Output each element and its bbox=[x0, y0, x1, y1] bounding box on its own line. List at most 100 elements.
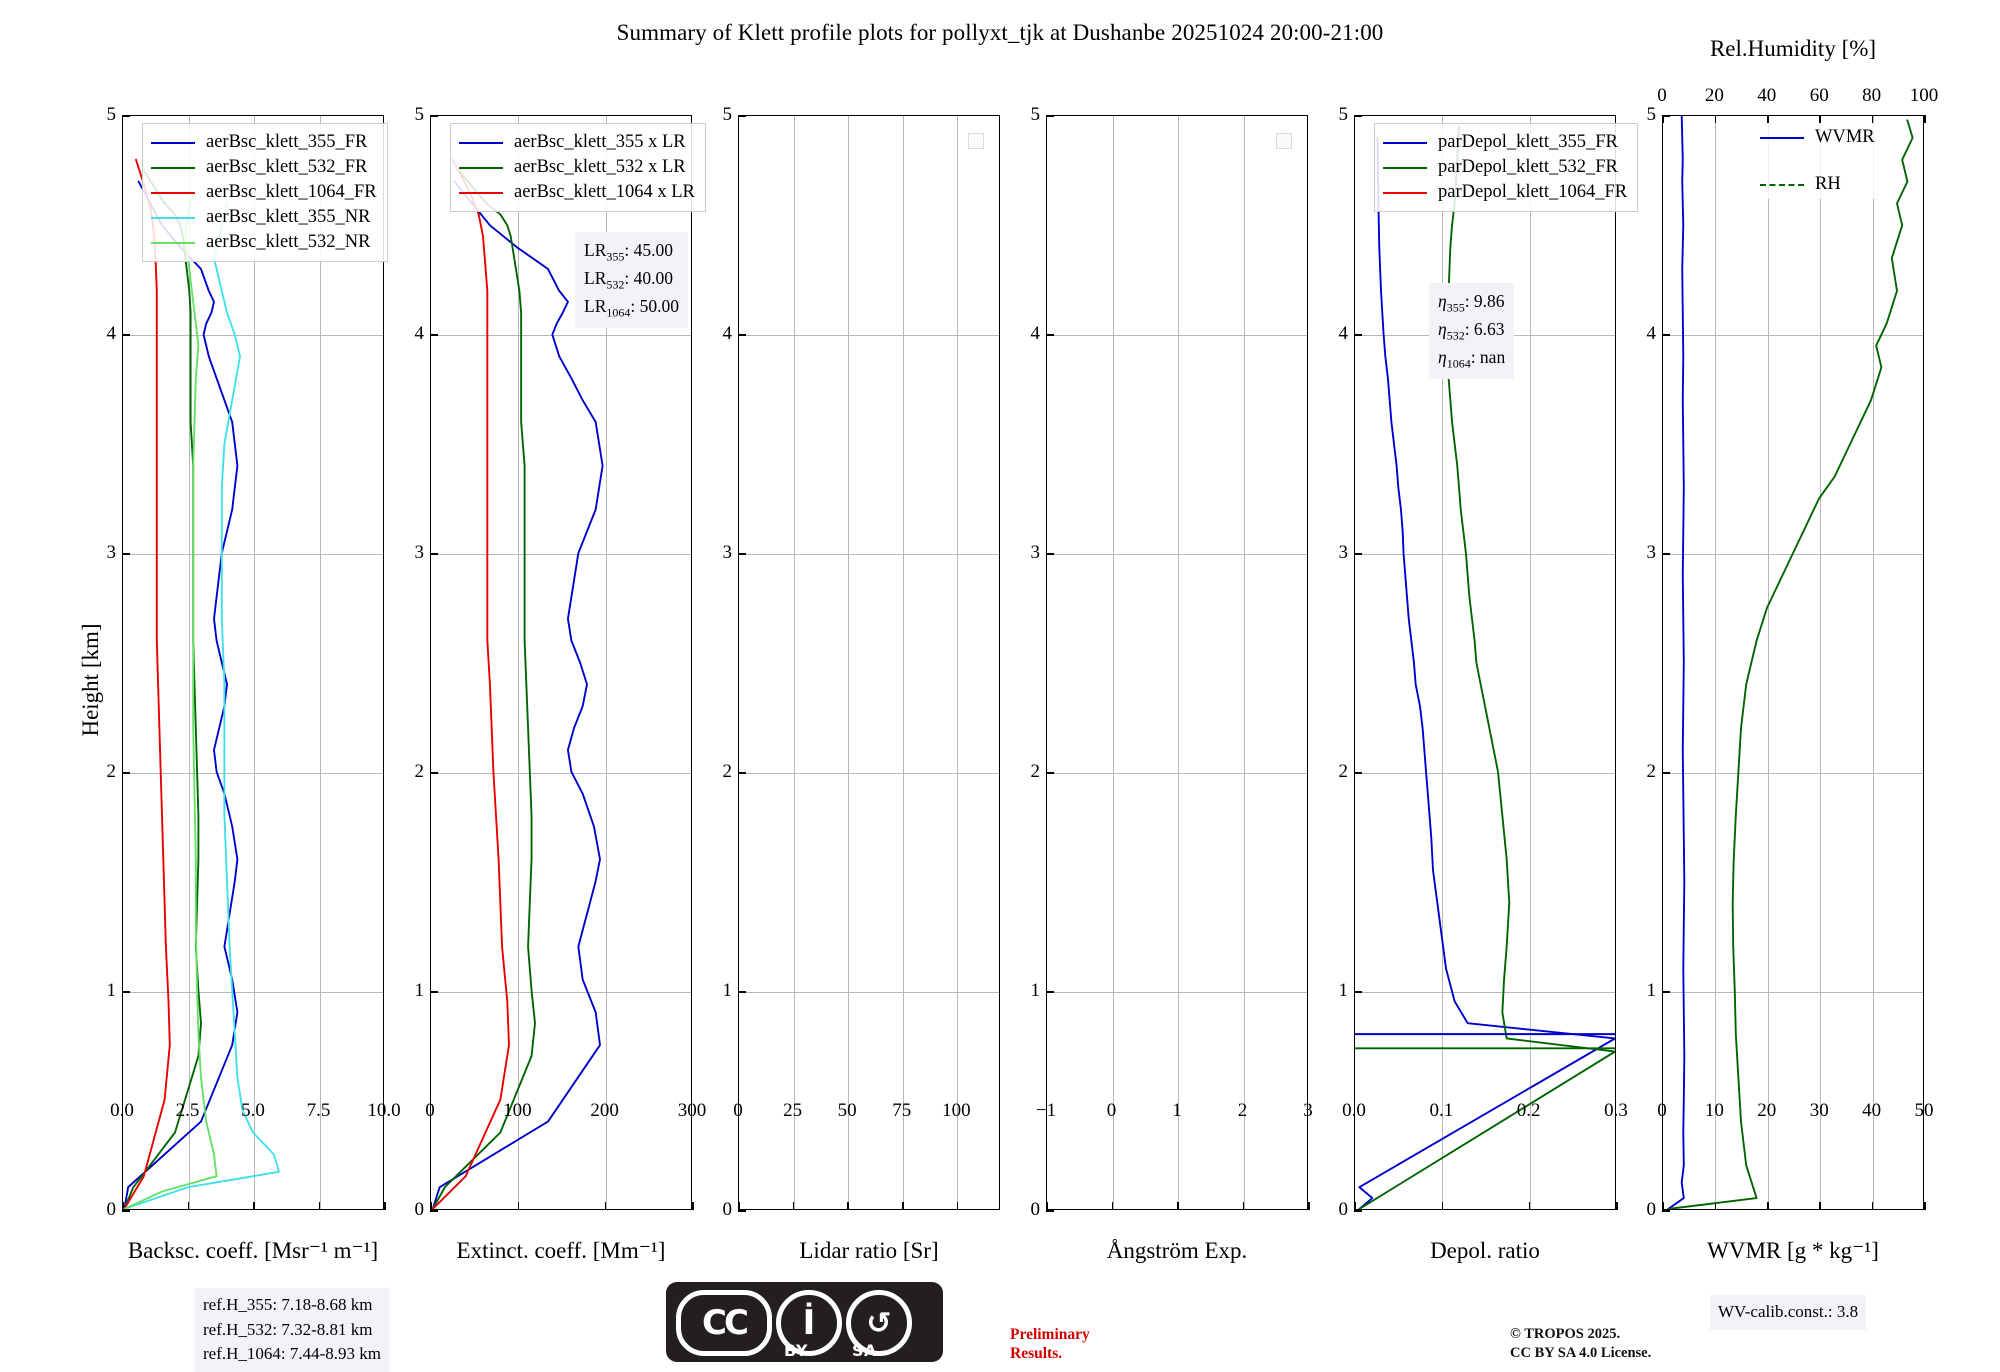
legend-depolarization-ratio: parDepol_klett_355_FR parDepol_klett_532_… bbox=[1374, 123, 1639, 212]
annotation-depolarization-ratio: η355: 9.86 η532: 6.63 η1064: nan bbox=[1429, 283, 1515, 379]
y-tick bbox=[1046, 115, 1054, 117]
x-tick-label: 100 bbox=[942, 1100, 971, 1121]
legend-label: aerBsc_klett_532 x LR bbox=[514, 157, 686, 178]
annotation-subscript: 1064 bbox=[606, 305, 631, 320]
x-tick-label: 50 bbox=[1914, 1100, 1934, 1121]
gridline-horizontal bbox=[1355, 773, 1615, 774]
y-tick-label: 2 bbox=[722, 761, 733, 782]
x-tick bbox=[318, 1202, 321, 1210]
gridline-vertical bbox=[957, 116, 959, 1209]
legend-swatch bbox=[151, 216, 195, 219]
top-x-tick-label: 40 bbox=[1757, 85, 1777, 106]
cc-sa-label: SA bbox=[852, 1341, 877, 1360]
gridline-vertical bbox=[848, 116, 850, 1209]
gridline-horizontal bbox=[739, 554, 999, 555]
annotation-subscript: 532 bbox=[606, 277, 625, 292]
y-tick bbox=[1662, 334, 1670, 336]
wv-calib-line: WV-calib.const.: 3.8 bbox=[1718, 1302, 1859, 1321]
legend-item: parDepol_klett_1064_FR bbox=[1383, 180, 1627, 205]
y-tick-label: 1 bbox=[722, 980, 733, 1001]
x-tick bbox=[1242, 1202, 1245, 1210]
gridline-vertical bbox=[1767, 116, 1769, 1209]
y-tick-label: 4 bbox=[722, 323, 733, 344]
y-tick bbox=[1354, 991, 1362, 993]
x-tick bbox=[1819, 1202, 1821, 1210]
gridline-vertical bbox=[1872, 116, 1874, 1209]
y-tick bbox=[1662, 991, 1670, 993]
x-tick-label: 0 bbox=[733, 1100, 743, 1121]
x-tick bbox=[1528, 1202, 1531, 1210]
panel-depolarization-ratio bbox=[1354, 115, 1618, 1212]
legend-label: WVMR bbox=[1815, 127, 1875, 148]
legend-label: parDepol_klett_1064_FR bbox=[1438, 182, 1628, 203]
x-tick bbox=[901, 1202, 904, 1210]
gridline-vertical bbox=[254, 116, 255, 1209]
gridline-horizontal bbox=[739, 773, 999, 774]
gridline-horizontal bbox=[1047, 992, 1307, 993]
annotation-subscript: 532 bbox=[1446, 328, 1465, 343]
footnote-reference-heights: ref.H_355: 7.18-8.68 km ref.H_532: 7.32-8… bbox=[195, 1288, 390, 1372]
gridline-horizontal bbox=[431, 554, 691, 555]
legend-placeholder-lidar-ratio bbox=[968, 133, 984, 149]
annotation-line: LR355: 45.00 bbox=[584, 238, 679, 266]
creative-commons-logo[interactable]: CC İ ↺ BY SA bbox=[666, 1282, 943, 1362]
legend-item: aerBsc_klett_532 x LR bbox=[459, 155, 695, 180]
series-aerBsc_klett_1064 x LR bbox=[431, 158, 510, 1209]
x-tick-label: 0.2 bbox=[1516, 1100, 1541, 1121]
x-tick-label: 0.1 bbox=[1429, 1100, 1454, 1121]
page-title: Summary of Klett profile plots for polly… bbox=[616, 20, 1384, 45]
gridline-horizontal bbox=[431, 773, 691, 774]
y-tick-label: 3 bbox=[722, 542, 733, 563]
annotation-symbol: η bbox=[1438, 346, 1447, 367]
y-tick-label: 0 bbox=[722, 1199, 733, 1220]
top-x-tick bbox=[1662, 115, 1664, 123]
y-tick-label: 3 bbox=[106, 542, 117, 563]
annotation-value: : 9.86 bbox=[1464, 291, 1505, 311]
x-tick bbox=[1177, 1202, 1179, 1210]
axis-title-extinction: Extinct. coeff. [Mm⁻¹] bbox=[456, 1238, 666, 1263]
top-x-tick-label: 20 bbox=[1704, 85, 1724, 106]
x-tick bbox=[604, 1202, 607, 1210]
gridline-vertical bbox=[1442, 116, 1444, 1209]
series-aerBsc_klett_532_FR bbox=[123, 169, 202, 1209]
legend-item: aerBsc_klett_1064 x LR bbox=[459, 180, 695, 205]
legend-label: aerBsc_klett_532_FR bbox=[206, 157, 368, 178]
y-tick-label: 2 bbox=[106, 761, 117, 782]
preliminary-line: Preliminary bbox=[1010, 1326, 1090, 1343]
footnote-wv-calibration: WV-calib.const.: 3.8 bbox=[1710, 1295, 1867, 1330]
gridline-horizontal bbox=[739, 992, 999, 993]
legend-item: aerBsc_klett_355_NR bbox=[151, 205, 377, 230]
axis-title-lidar-ratio: Lidar ratio [Sr] bbox=[799, 1238, 939, 1263]
y-tick bbox=[430, 553, 438, 555]
x-tick bbox=[1441, 1202, 1444, 1210]
y-tick-label: 2 bbox=[1030, 761, 1041, 782]
legend-swatch bbox=[1383, 166, 1427, 169]
gridline-horizontal bbox=[1663, 773, 1923, 774]
legend-label: aerBsc_klett_355_FR bbox=[206, 132, 368, 153]
gridline-vertical bbox=[1112, 116, 1114, 1209]
gridline-vertical bbox=[319, 116, 321, 1209]
gridline-horizontal bbox=[123, 992, 383, 993]
y-tick-label: 5 bbox=[106, 104, 117, 125]
annotation-symbol: LR bbox=[584, 267, 607, 288]
plot-area-backscatter bbox=[123, 116, 383, 1209]
y-tick bbox=[1662, 553, 1670, 555]
gridline-horizontal bbox=[123, 335, 383, 336]
x-tick bbox=[517, 1202, 520, 1210]
annotation-symbol: η bbox=[1438, 318, 1447, 339]
series-parDepol_klett_355_FR bbox=[1358, 136, 1615, 1209]
x-tick-label: 3 bbox=[1303, 1100, 1313, 1121]
legend-item: aerBsc_klett_1064_FR bbox=[151, 180, 377, 205]
legend-swatch bbox=[459, 141, 503, 144]
y-tick-label: 2 bbox=[414, 761, 425, 782]
gridline-horizontal bbox=[1663, 335, 1923, 336]
y-tick bbox=[1662, 115, 1670, 117]
x-tick-label: 10.0 bbox=[367, 1100, 401, 1121]
y-tick-label: 4 bbox=[1030, 323, 1041, 344]
y-tick-label: 0 bbox=[1030, 1199, 1041, 1220]
top-x-tick-label: 100 bbox=[1909, 85, 1939, 106]
x-tick-label: 0.3 bbox=[1604, 1100, 1628, 1121]
series-aerBsc_klett_532 x LR bbox=[431, 169, 536, 1209]
curves-wvmr-rh bbox=[1667, 116, 1914, 1209]
annotation-value: : nan bbox=[1470, 346, 1506, 367]
